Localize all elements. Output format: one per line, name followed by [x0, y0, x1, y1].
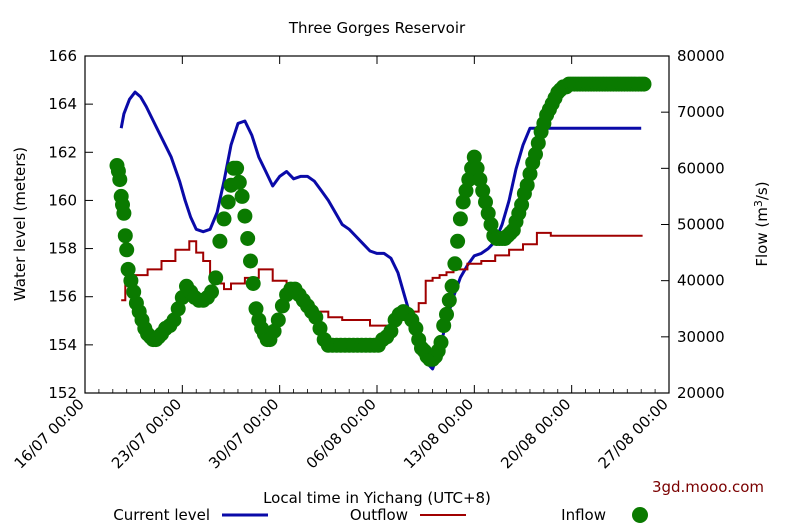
inflow-point — [208, 270, 224, 286]
y-right-tick-label: 50000 — [677, 216, 725, 234]
inflow-point — [514, 197, 530, 213]
inflow-point — [245, 276, 261, 291]
y-axis-left-title: Water level (meters) — [11, 147, 29, 301]
inflow-point — [234, 188, 250, 204]
legend-label-level: Current level — [113, 506, 210, 524]
inflow-point — [120, 261, 136, 277]
y-right-tick-label: 30000 — [677, 328, 725, 346]
y-left-tick-label: 156 — [48, 288, 77, 306]
inflow-point — [229, 160, 245, 176]
inflow-point — [243, 253, 258, 269]
y-left-tick-label: 160 — [48, 191, 77, 209]
inflow-point — [522, 166, 538, 182]
watermark-text: 3gd.mooo.com — [652, 478, 764, 496]
y-right-tick-label: 40000 — [677, 272, 725, 290]
inflow-point — [170, 301, 186, 317]
inflow-point — [231, 174, 247, 190]
inflow-point — [240, 231, 256, 246]
y-left-tick-label: 152 — [48, 384, 77, 402]
inflow-point — [530, 135, 546, 151]
y-left-tick-label: 162 — [48, 143, 77, 161]
legend: Current level Outflow Inflow — [113, 506, 648, 524]
y-left-tick-label: 166 — [48, 47, 77, 65]
legend-swatch-inflow — [632, 507, 648, 523]
inflow-point — [237, 208, 253, 224]
y-axis-right-title-suffix: /s) — [753, 181, 771, 200]
inflow-point — [472, 172, 488, 188]
inflow-point — [450, 233, 466, 249]
inflow-point — [220, 194, 236, 210]
inflow-point — [119, 242, 135, 258]
inflow-point — [270, 312, 286, 328]
inflow-point — [483, 217, 499, 232]
inflow-point — [475, 183, 491, 199]
y-right-tick-label: 70000 — [677, 103, 725, 121]
inflow-point — [636, 76, 652, 92]
inflow-point — [528, 146, 543, 162]
y-axis-right-title-prefix: Flow (m — [753, 207, 771, 266]
y-right-tick-label: 60000 — [677, 159, 725, 177]
series-line-outflow — [121, 231, 643, 327]
y-left-tick-label: 154 — [48, 336, 77, 354]
inflow-point — [469, 160, 485, 176]
inflow-point — [433, 334, 449, 350]
inflow-point — [123, 273, 139, 289]
inflow-point — [116, 205, 132, 221]
inflow-point — [519, 177, 535, 193]
x-axis-title: Local time in Yichang (UTC+8) — [263, 489, 491, 507]
y-axis-right-title: Flow (m3/s) — [752, 181, 771, 266]
y-left-tick-label: 164 — [48, 95, 77, 113]
series-line-current-level — [119, 90, 642, 371]
y-axis-right-title-sup: 3 — [752, 200, 765, 207]
inflow-point — [439, 306, 454, 322]
inflow-point — [461, 172, 477, 188]
inflow-point — [216, 211, 232, 227]
series-layer — [109, 76, 652, 371]
legend-label-outflow: Outflow — [350, 506, 408, 524]
inflow-point — [408, 320, 424, 336]
y-left-tick-label: 158 — [48, 240, 77, 258]
chart-title: Three Gorges Reservoir — [288, 19, 466, 37]
inflow-point — [478, 194, 493, 210]
y-right-tick-label: 80000 — [677, 47, 725, 65]
inflow-point — [455, 194, 471, 210]
inflow-point — [126, 284, 142, 300]
inflow-point — [466, 149, 482, 165]
inflow-point — [452, 211, 468, 227]
inflow-point — [436, 318, 452, 334]
inflow-point — [441, 292, 457, 308]
inflow-point — [458, 183, 474, 199]
inflow-point — [204, 284, 219, 300]
inflow-point — [447, 256, 463, 272]
y-right-tick-label: 20000 — [677, 384, 725, 402]
legend-label-inflow: Inflow — [561, 506, 606, 524]
inflow-point — [444, 278, 460, 294]
inflow-point — [248, 301, 264, 317]
inflow-point — [480, 205, 496, 221]
inflow-point — [212, 233, 228, 249]
inflow-point — [112, 172, 128, 188]
inflow-point — [117, 228, 133, 244]
